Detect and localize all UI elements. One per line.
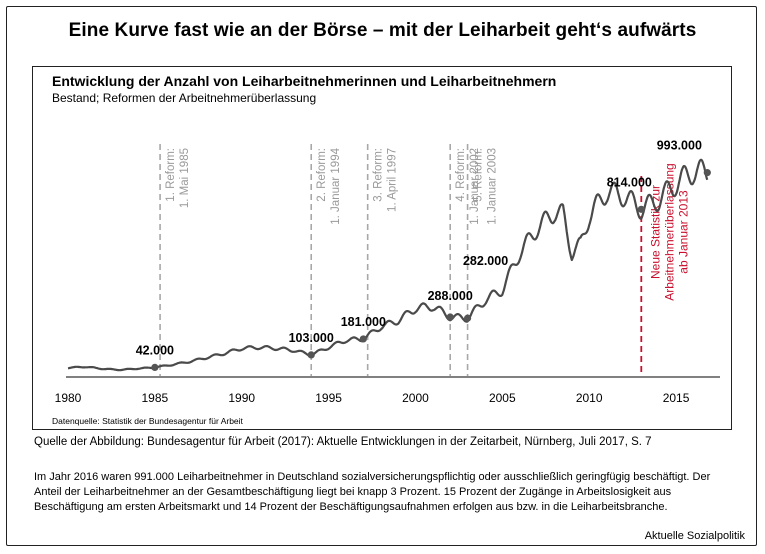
value-annotations: 42.000 103.000 181.000 288.000 282.000 814.00… — [136, 139, 711, 371]
statistic-break-label-2: Arbeitnehmerüberlassung — [662, 163, 676, 300]
reform-label-5: 5. Reform: — [473, 148, 485, 202]
series-group — [67, 158, 709, 372]
statistic-break-label-3: ab Januar 2013 — [676, 190, 690, 274]
x-tick-label-1990: 1990 — [228, 391, 255, 405]
value-label-993.000: 993.000 — [657, 139, 702, 153]
marker-42.000 — [151, 363, 159, 371]
x-axis: 1980 1985 1990 1995 2000 2005 2010 2015 — [55, 376, 720, 405]
marker-181.000 — [359, 335, 367, 343]
chart-subtitle: Bestand; Reformen der Arbeitnehmerüberla… — [52, 91, 317, 105]
value-label-42.000: 42.000 — [136, 343, 174, 357]
chart-title: Entwicklung der Anzahl von Leiharbeitneh… — [52, 73, 557, 89]
statistic-break-label-1: Neue Statistik zur — [648, 185, 662, 279]
statistic-break: Neue Statistik zur Arbeitnehmerüberlassun… — [640, 163, 690, 376]
value-label-288.000: 288.000 — [428, 289, 473, 303]
data-source-note: Datenquelle: Statistik der Bundesagentur… — [52, 416, 243, 426]
marker-993.000 — [703, 169, 711, 177]
x-tick-label-1985: 1985 — [142, 391, 169, 405]
series-line — [67, 158, 709, 372]
marker-814.000 — [637, 205, 645, 213]
value-label-814.000: 814.000 — [607, 175, 652, 189]
reform-label-4: 4. Reform: — [455, 148, 467, 202]
marker-288.000 — [446, 313, 454, 321]
reform-label-1: 1. Reform: — [165, 148, 177, 202]
marker-103.000 — [307, 351, 315, 359]
value-label-103.000: 103.000 — [289, 331, 334, 345]
x-tick-label-1995: 1995 — [315, 391, 342, 405]
chart-panel — [32, 66, 732, 430]
x-tick-label-2005: 2005 — [489, 391, 516, 405]
reform-label-3: 3. Reform: — [373, 148, 385, 202]
reform-label-2: 2. Reform: — [316, 148, 328, 202]
figure-source: Quelle der Abbildung: Bundesagentur für … — [34, 436, 652, 448]
x-tick-label-1980: 1980 — [55, 391, 82, 405]
x-tick-label-2015: 2015 — [663, 391, 690, 405]
reform-date-1: 1. Mai 1985 — [179, 148, 191, 208]
publisher-credit: Aktuelle Sozialpolitik — [644, 530, 745, 542]
value-label-181.000: 181.000 — [341, 315, 386, 329]
reform-date-4: 1. Januar 2002 — [469, 148, 481, 225]
reform-date-5: 1. Januar 2003 — [487, 148, 499, 225]
reform-date-3: 1. April 1997 — [387, 148, 399, 212]
page-title: Eine Kurve fast wie an der Börse – mit d… — [68, 20, 697, 41]
marker-282.000 — [463, 314, 472, 322]
reform-lines: 1. Reform: 1. Mai 1985 2. Reform: 1. Januar… — [159, 144, 499, 376]
x-tick-label-2000: 2000 — [402, 391, 429, 405]
reform-date-2: 1. Januar 1994 — [330, 147, 342, 224]
body-paragraph: Im Jahr 2016 waren 991.000 Leiharbeitneh… — [34, 471, 711, 513]
value-label-282.000: 282.000 — [463, 254, 508, 268]
x-tick-label-2010: 2010 — [576, 391, 603, 405]
